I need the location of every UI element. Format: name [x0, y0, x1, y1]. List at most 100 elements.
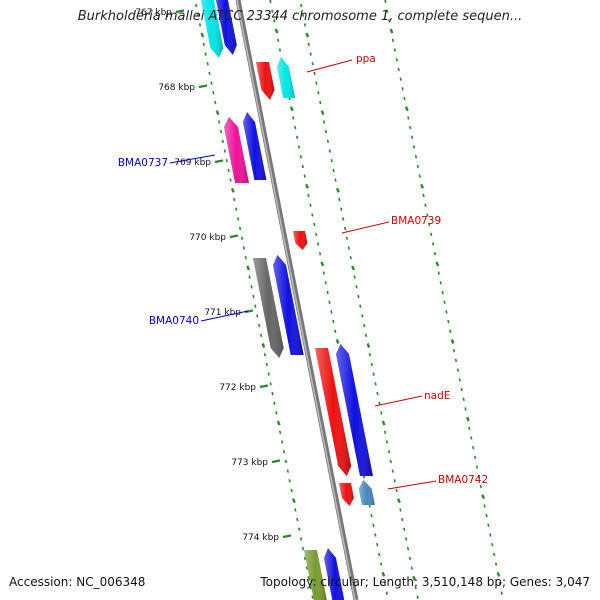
- tick-mark: [479, 484, 482, 489]
- tick-mark: [389, 459, 393, 464]
- kbp-tick: [282, 534, 292, 539]
- tick-mark: [259, 333, 263, 338]
- tick-mark: [361, 314, 364, 318]
- tick-mark: [303, 556, 307, 561]
- tick-mark: [407, 116, 410, 120]
- tick-mark: [309, 52, 312, 56]
- gene-label: BMA0737: [118, 157, 168, 169]
- tick-mark: [345, 236, 349, 241]
- gene-label: nadE: [424, 390, 450, 402]
- tick-mark: [376, 542, 379, 547]
- tick-mark: [462, 397, 465, 401]
- tick-mark: [215, 110, 220, 116]
- tick-mark: [297, 145, 301, 149]
- tick-mark: [330, 310, 333, 314]
- tick-mark: [236, 217, 240, 221]
- gene-label-leader: [169, 154, 216, 164]
- tick-mark: [409, 125, 412, 130]
- tick-mark: [198, 23, 202, 27]
- tick-mark: [335, 187, 340, 193]
- tick-mark: [296, 517, 299, 522]
- tick-mark: [443, 300, 446, 304]
- gene-label: BMA0742: [438, 474, 488, 486]
- feature-steel-bma0742: [358, 480, 375, 505]
- tick-mark: [414, 154, 418, 159]
- tick-mark: [416, 595, 419, 599]
- feature-cyan-ppa: [277, 57, 296, 98]
- gene-label-leader: [341, 221, 390, 234]
- tick-mark: [212, 91, 215, 95]
- tick-mark: [385, 440, 389, 444]
- tick-mark: [307, 42, 310, 47]
- tick-mark: [292, 116, 295, 120]
- tick-mark: [470, 436, 473, 440]
- tick-mark: [477, 475, 481, 479]
- tick-mark: [464, 407, 467, 411]
- kbp-tick: [198, 84, 208, 89]
- tick-mark: [359, 304, 362, 308]
- tick-mark: [261, 343, 266, 348]
- kbp-tick: [229, 234, 239, 239]
- tick-mark: [230, 187, 235, 193]
- tick-mark: [389, 28, 394, 34]
- tick-mark: [364, 333, 368, 338]
- tick-mark: [435, 261, 440, 267]
- feature-red-ppa: [256, 62, 275, 100]
- tick-mark: [330, 158, 333, 163]
- tick-mark: [301, 164, 305, 169]
- tick-mark: [195, 3, 198, 8]
- tick-mark: [403, 527, 406, 532]
- tick-mark: [315, 232, 318, 237]
- tick-mark: [481, 494, 486, 500]
- tick-mark: [235, 207, 238, 211]
- tick-mark: [221, 139, 225, 144]
- tick-mark: [289, 106, 294, 112]
- tick-mark: [397, 67, 400, 72]
- tick-mark: [271, 9, 274, 13]
- tick-mark: [322, 120, 326, 124]
- tick-mark: [311, 61, 314, 66]
- tick-mark: [420, 183, 424, 189]
- tick-mark: [377, 552, 381, 557]
- kbp-tick: [271, 459, 281, 464]
- tick-mark: [473, 455, 477, 460]
- kbp-tick: [259, 384, 269, 389]
- tick-mark: [271, 391, 274, 396]
- tick-mark: [200, 32, 205, 38]
- tick-mark: [439, 281, 442, 285]
- tick-mark: [399, 77, 402, 81]
- tick-mark: [456, 368, 460, 372]
- tick-mark: [349, 255, 352, 260]
- tick-mark: [492, 552, 496, 557]
- tick-mark: [320, 261, 325, 267]
- tick-mark: [335, 339, 340, 344]
- tick-mark: [452, 348, 456, 353]
- tick-mark: [489, 533, 492, 537]
- tick-mark: [357, 294, 360, 299]
- tick-mark: [418, 174, 421, 178]
- tick-mark: [381, 571, 386, 577]
- tick-mark: [458, 378, 461, 382]
- feature-blue-bma0737: [243, 112, 267, 180]
- tick-mark: [340, 207, 343, 211]
- tick-mark: [244, 255, 247, 260]
- tick-mark: [324, 281, 327, 285]
- tick-mark: [217, 120, 221, 124]
- tick-mark: [196, 13, 200, 17]
- map-title: Burkholderia mallei ATCC 23344 chromosom…: [77, 9, 523, 24]
- tick-mark: [341, 217, 345, 221]
- feature-blue-bottom: [324, 548, 345, 600]
- tick-mark: [433, 251, 437, 256]
- tick-mark: [343, 226, 347, 231]
- gene-label: BMA0740: [149, 315, 199, 327]
- tick-mark: [471, 445, 475, 450]
- tick-mark: [248, 275, 251, 279]
- tick-mark: [305, 566, 309, 570]
- tick-mark: [303, 174, 306, 178]
- tick-mark: [383, 430, 387, 435]
- tick-mark: [395, 57, 399, 62]
- feature-cyan-top-left: [200, 0, 224, 58]
- tick-mark: [311, 213, 314, 217]
- tick-mark: [280, 440, 284, 444]
- tick-mark: [376, 391, 379, 396]
